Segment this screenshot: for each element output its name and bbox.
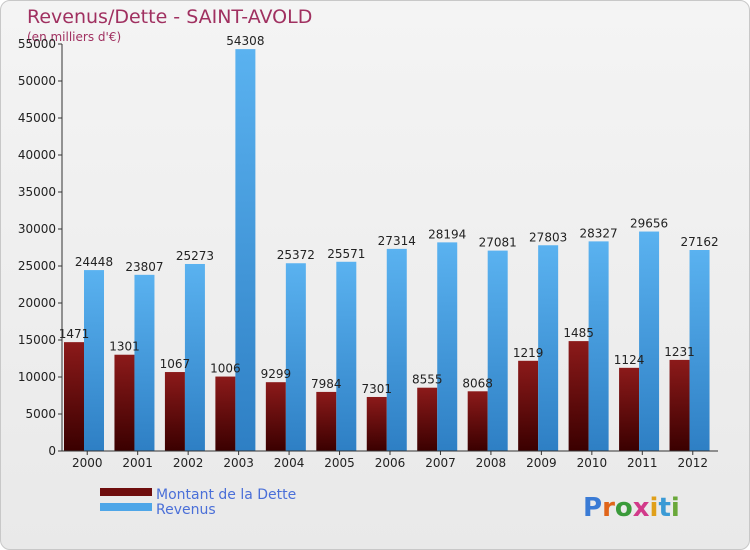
bars-group bbox=[64, 49, 710, 452]
bar-revenus-2006 bbox=[386, 248, 407, 451]
label-revenus-2005: 25571 bbox=[327, 247, 365, 261]
bar-revenus-2002 bbox=[184, 263, 205, 451]
legend: Montant de la Dette Revenus bbox=[100, 487, 296, 518]
label-dette-2012: 1231 bbox=[664, 345, 695, 359]
label-dette-2002: 1067 bbox=[160, 357, 191, 371]
x-tick-label-2002: 2002 bbox=[173, 456, 204, 470]
label-dette-2004: 9299 bbox=[261, 367, 292, 381]
bar-dette-2004 bbox=[265, 382, 286, 451]
bar-revenus-2003 bbox=[235, 49, 256, 452]
x-tick-label-2006: 2006 bbox=[375, 456, 406, 470]
y-tick-label: 30000 bbox=[18, 222, 56, 236]
y-tick-label: 50000 bbox=[18, 74, 56, 88]
label-dette-2000: 1471 bbox=[59, 327, 90, 341]
data-labels: 1471 24448 1301 23807 1067 25273 1006 54308 9299… bbox=[59, 34, 719, 396]
label-revenus-2007: 28194 bbox=[428, 227, 466, 241]
legend-swatch-revenus bbox=[100, 503, 152, 511]
label-dette-2005: 7984 bbox=[311, 377, 342, 391]
legend-swatch-dette bbox=[100, 488, 152, 496]
bar-revenus-2001 bbox=[134, 274, 155, 451]
logo-text: Proxiti bbox=[583, 493, 680, 523]
label-revenus-2003: 54308 bbox=[226, 34, 264, 48]
bar-revenus-2012 bbox=[689, 250, 710, 451]
bar-revenus-2008 bbox=[487, 250, 508, 451]
x-tick-label-2010: 2010 bbox=[577, 456, 608, 470]
y-tick-label: 55000 bbox=[18, 37, 56, 51]
label-revenus-2012: 27162 bbox=[680, 235, 718, 249]
label-dette-2003: 1006 bbox=[210, 362, 241, 376]
y-axis: 0 5000 10000 15000 20000 25000 30000 35000 40000… bbox=[18, 37, 62, 458]
legend-label-revenus: Revenus bbox=[156, 502, 216, 518]
label-dette-2009: 1219 bbox=[513, 346, 544, 360]
label-revenus-2004: 25372 bbox=[277, 248, 315, 262]
label-dette-2008: 8068 bbox=[462, 376, 493, 390]
bar-dette-2002 bbox=[164, 372, 185, 451]
x-tick-label-2007: 2007 bbox=[425, 456, 456, 470]
bar-dette-2008 bbox=[467, 391, 488, 451]
bar-dette-2012 bbox=[669, 359, 690, 451]
bar-dette-2001 bbox=[114, 354, 135, 451]
y-tick-label: 5000 bbox=[25, 407, 56, 421]
bar-dette-2005 bbox=[316, 391, 337, 451]
legend-label-dette: Montant de la Dette bbox=[156, 487, 296, 503]
x-tick-label-2004: 2004 bbox=[274, 456, 305, 470]
label-revenus-2010: 28327 bbox=[580, 226, 618, 240]
bar-revenus-2005 bbox=[336, 261, 357, 451]
x-tick-label-2012: 2012 bbox=[677, 456, 708, 470]
bar-dette-2006 bbox=[366, 396, 387, 451]
y-tick-label: 15000 bbox=[18, 333, 56, 347]
bar-dette-2011 bbox=[619, 367, 640, 451]
label-revenus-2001: 23807 bbox=[125, 260, 163, 274]
chart-subtitle: (en milliers d'€) bbox=[27, 30, 121, 44]
y-tick-label: 25000 bbox=[18, 259, 56, 273]
bar-dette-2000 bbox=[64, 342, 84, 451]
label-revenus-2006: 27314 bbox=[378, 234, 416, 248]
y-tick-label: 20000 bbox=[18, 296, 56, 310]
bar-revenus-2007 bbox=[437, 242, 458, 451]
x-tick-label-2001: 2001 bbox=[122, 456, 153, 470]
label-revenus-2000: 24448 bbox=[75, 255, 113, 269]
label-revenus-2011: 29656 bbox=[630, 217, 668, 231]
bar-revenus-2011 bbox=[639, 231, 660, 451]
bar-dette-2007 bbox=[417, 387, 438, 451]
bar-dette-2010 bbox=[568, 341, 589, 451]
label-dette-2001: 1301 bbox=[109, 340, 140, 354]
x-axis: 2000 2001 2002 2003 2004 2005 2006 2007 2008 2009… bbox=[72, 451, 708, 470]
x-tick-label-2008: 2008 bbox=[476, 456, 507, 470]
y-tick-label: 35000 bbox=[18, 185, 56, 199]
label-revenus-2002: 25273 bbox=[176, 249, 214, 263]
label-dette-2011: 1124 bbox=[614, 353, 645, 367]
bar-dette-2009 bbox=[518, 360, 539, 451]
y-tick-label: 10000 bbox=[18, 370, 56, 384]
y-tick-label: 0 bbox=[48, 444, 56, 458]
x-tick-label-2009: 2009 bbox=[526, 456, 557, 470]
y-tick-label: 40000 bbox=[18, 148, 56, 162]
chart-title: Revenus/Dette - SAINT-AVOLD bbox=[27, 6, 312, 28]
label-dette-2007: 8555 bbox=[412, 373, 443, 387]
label-dette-2006: 7301 bbox=[361, 382, 392, 396]
bar-dette-2003 bbox=[215, 376, 236, 451]
label-dette-2010: 1485 bbox=[563, 326, 594, 340]
label-revenus-2009: 27803 bbox=[529, 230, 567, 244]
bar-revenus-2009 bbox=[538, 245, 559, 451]
bar-revenus-2004 bbox=[285, 263, 306, 451]
label-revenus-2008: 27081 bbox=[479, 236, 517, 250]
x-tick-label-2005: 2005 bbox=[324, 456, 355, 470]
x-tick-label-2011: 2011 bbox=[627, 456, 658, 470]
x-tick-label-2003: 2003 bbox=[223, 456, 254, 470]
bar-revenus-2010 bbox=[588, 241, 609, 451]
bar-revenus-2000 bbox=[84, 270, 104, 451]
y-tick-label: 45000 bbox=[18, 111, 56, 125]
x-tick-label-2000: 2000 bbox=[72, 456, 103, 470]
proxiti-logo: Proxiti bbox=[583, 493, 680, 523]
